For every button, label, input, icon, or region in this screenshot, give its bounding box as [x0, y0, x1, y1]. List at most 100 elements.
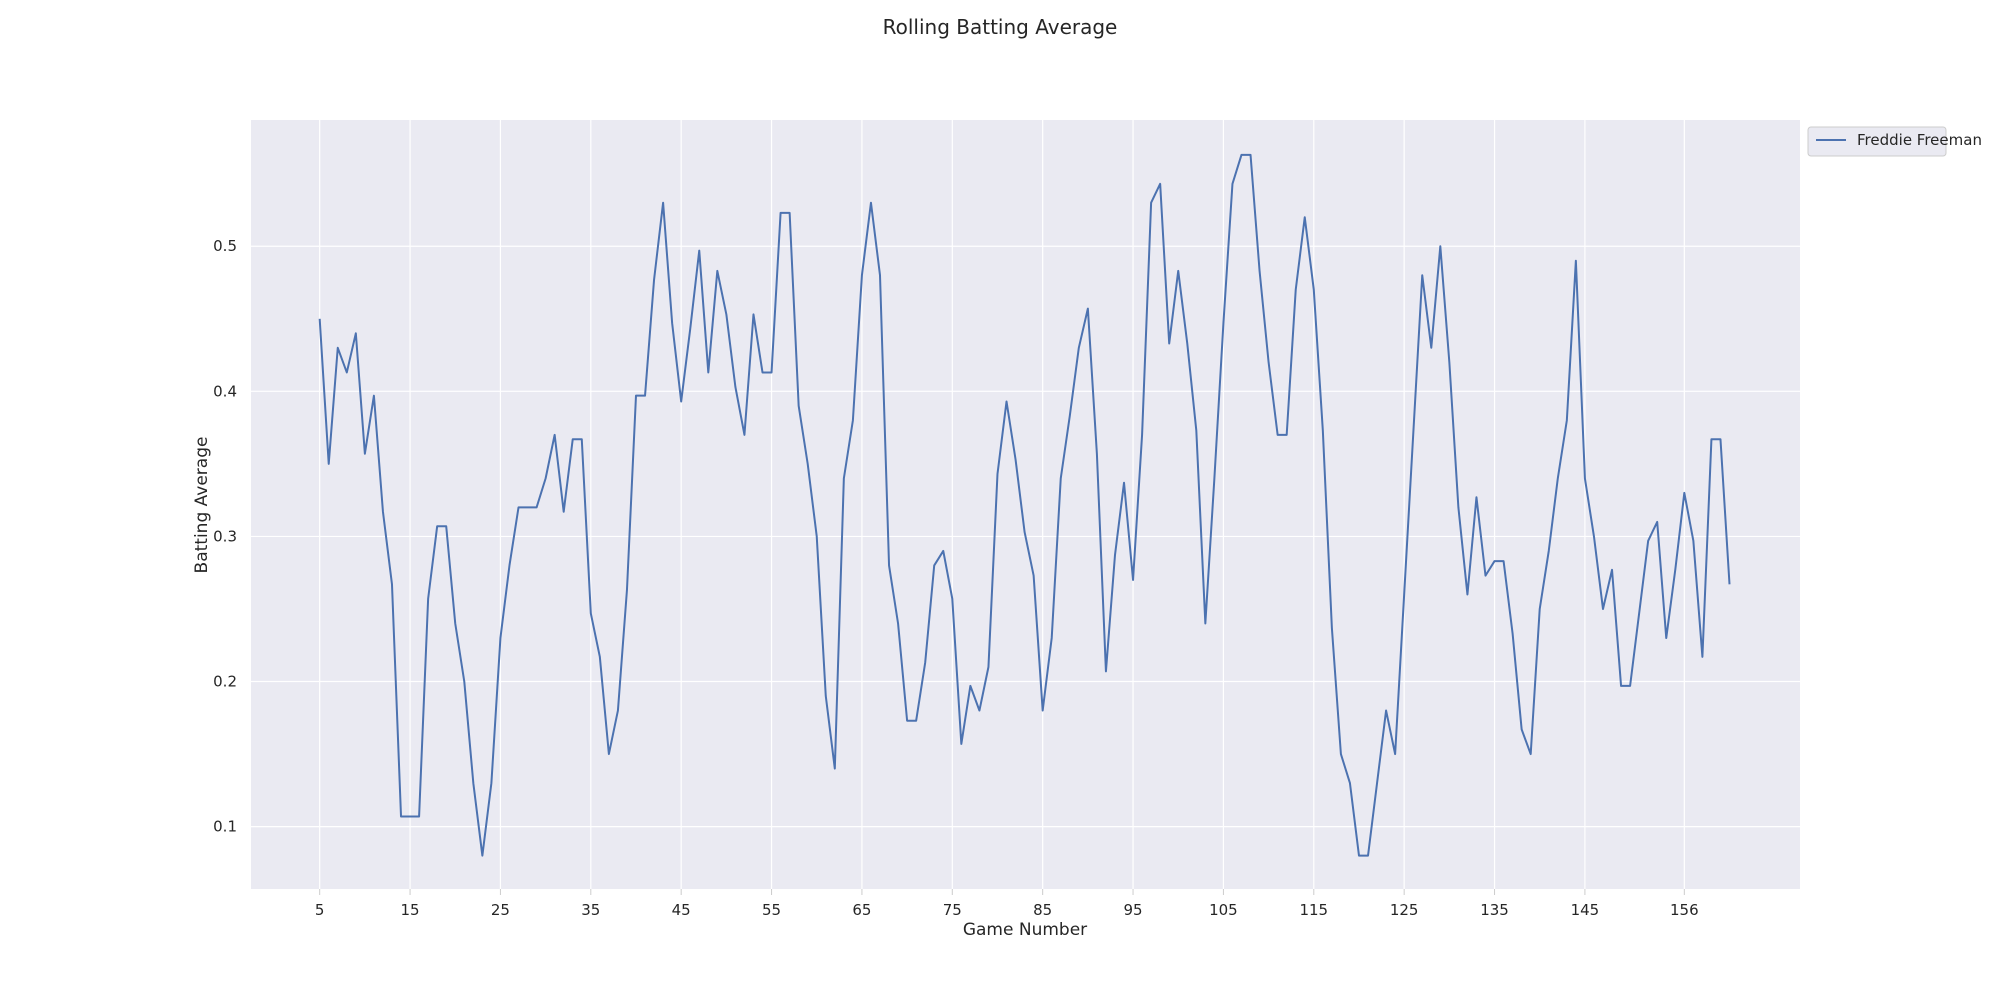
x-tick-label: 45	[672, 901, 691, 919]
chart-title: Rolling Batting Average	[883, 15, 1118, 39]
data-point	[454, 622, 456, 624]
data-point	[1304, 216, 1306, 218]
x-tick-label: 75	[943, 901, 962, 919]
data-point	[1006, 400, 1008, 402]
data-point	[734, 386, 736, 388]
data-point	[789, 212, 791, 214]
data-point	[1385, 710, 1387, 712]
data-point	[1177, 270, 1179, 272]
data-point	[1611, 569, 1613, 571]
data-point	[698, 250, 700, 252]
data-point	[1665, 637, 1667, 639]
y-tick-label: 0.1	[213, 818, 237, 836]
data-point	[1512, 633, 1514, 635]
data-point	[879, 274, 881, 276]
x-tick-label: 115	[1299, 901, 1328, 919]
data-point	[1729, 583, 1731, 585]
series-line-0	[318, 153, 1731, 857]
legend-label: Freddie Freeman	[1857, 131, 1982, 149]
data-point	[1412, 434, 1414, 436]
data-point	[1602, 608, 1604, 610]
data-point	[752, 313, 754, 315]
y-tick-label: 0.4	[213, 382, 237, 400]
data-point	[743, 434, 745, 436]
data-point	[545, 477, 547, 479]
data-point	[1656, 521, 1658, 523]
data-point	[382, 511, 384, 513]
data-point	[373, 395, 375, 397]
x-tick-label: 105	[1209, 901, 1238, 919]
data-point	[1204, 622, 1206, 624]
data-point	[1349, 782, 1351, 784]
data-point	[1150, 202, 1152, 204]
data-point	[1277, 434, 1279, 436]
data-point	[1674, 569, 1676, 571]
data-point	[1620, 685, 1622, 687]
data-point	[1286, 434, 1288, 436]
data-point	[1548, 550, 1550, 552]
x-tick-label: 85	[1033, 901, 1052, 919]
data-point	[780, 212, 782, 214]
data-point	[1376, 782, 1378, 784]
data-point	[1421, 274, 1423, 276]
data-point	[852, 419, 854, 421]
data-point	[1575, 260, 1577, 262]
data-point	[1557, 477, 1559, 479]
data-point	[1367, 855, 1369, 857]
data-point	[1213, 477, 1215, 479]
data-point	[481, 855, 483, 857]
data-point	[508, 564, 510, 566]
data-point	[888, 564, 890, 566]
data-point	[1042, 710, 1044, 712]
data-point	[924, 662, 926, 664]
data-point	[969, 685, 971, 687]
data-point	[1430, 347, 1432, 349]
data-point	[355, 332, 357, 334]
data-point	[1701, 656, 1703, 658]
data-point	[1024, 531, 1026, 533]
data-point	[906, 720, 908, 722]
data-point	[427, 598, 429, 600]
data-point	[1719, 438, 1721, 440]
data-point	[445, 525, 447, 527]
data-point	[816, 535, 818, 537]
data-point	[1403, 593, 1405, 595]
data-point	[337, 347, 339, 349]
data-point	[527, 506, 529, 508]
data-point	[590, 612, 592, 614]
data-point	[518, 506, 520, 508]
data-point	[472, 782, 474, 784]
data-point	[1710, 438, 1712, 440]
y-tick-label: 0.5	[213, 237, 237, 255]
data-point	[1331, 627, 1333, 629]
x-tick-label: 156	[1670, 901, 1699, 919]
data-point	[987, 666, 989, 668]
data-point	[942, 550, 944, 552]
data-point	[536, 506, 538, 508]
data-point	[1322, 430, 1324, 432]
x-tick-label: 25	[491, 901, 510, 919]
data-point	[490, 782, 492, 784]
data-point	[762, 371, 764, 373]
data-point	[572, 438, 574, 440]
data-point	[554, 434, 556, 436]
data-point	[671, 322, 673, 324]
data-point	[418, 815, 420, 817]
data-point	[1448, 361, 1450, 363]
data-point	[391, 583, 393, 585]
data-point	[1259, 270, 1261, 272]
data-point	[1123, 482, 1125, 484]
data-point	[1186, 342, 1188, 344]
data-point	[725, 313, 727, 315]
data-point	[436, 525, 438, 527]
data-point	[1195, 430, 1197, 432]
data-point	[364, 453, 366, 455]
data-point	[626, 589, 628, 591]
data-point	[1503, 560, 1505, 562]
data-point	[1268, 361, 1270, 363]
data-point	[807, 463, 809, 465]
data-point	[617, 710, 619, 712]
x-tick-label: 145	[1571, 901, 1600, 919]
data-point	[951, 598, 953, 600]
data-point	[834, 768, 836, 770]
